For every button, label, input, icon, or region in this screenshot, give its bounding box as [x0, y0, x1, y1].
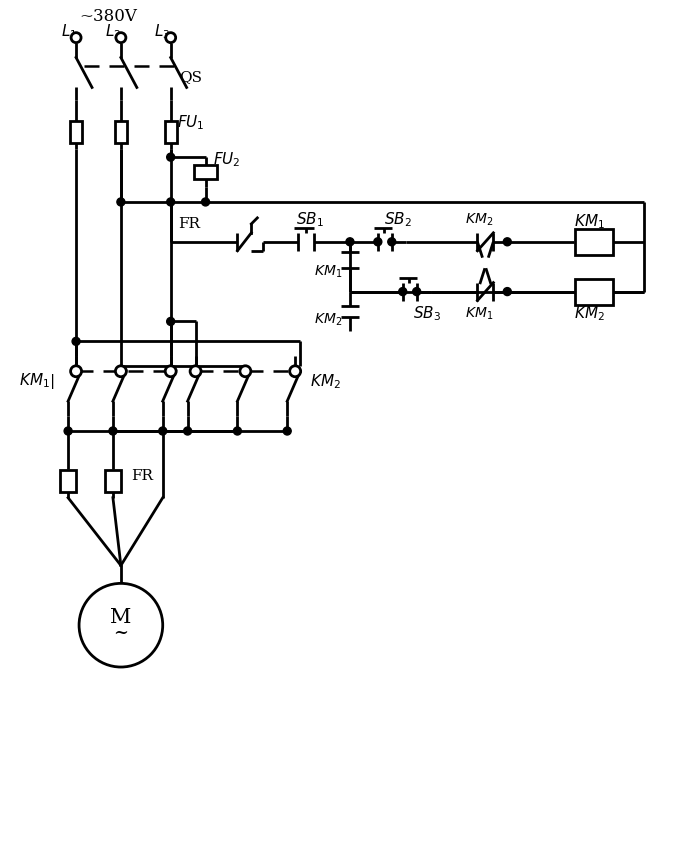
Text: ~380V: ~380V	[79, 8, 137, 25]
Text: $KM_2$: $KM_2$	[310, 372, 341, 391]
Circle shape	[346, 238, 354, 246]
Text: $L_3$: $L_3$	[154, 23, 170, 41]
Circle shape	[159, 427, 166, 435]
Text: $KM_1$|: $KM_1$|	[20, 372, 55, 391]
Circle shape	[166, 318, 175, 326]
Text: $FU_1$: $FU_1$	[177, 113, 204, 132]
Circle shape	[503, 238, 512, 246]
Text: $KM_1$: $KM_1$	[466, 306, 494, 321]
Circle shape	[190, 365, 201, 377]
Bar	[60, 470, 76, 492]
Text: FR: FR	[131, 469, 153, 483]
Bar	[70, 121, 82, 143]
Bar	[105, 470, 121, 492]
Circle shape	[412, 288, 421, 295]
Text: $KM_1$: $KM_1$	[314, 263, 342, 280]
Bar	[575, 279, 613, 305]
Circle shape	[202, 198, 210, 206]
Circle shape	[115, 365, 126, 377]
Text: $SB_1$: $SB_1$	[296, 210, 324, 229]
Bar	[575, 229, 613, 255]
Circle shape	[388, 238, 396, 246]
Circle shape	[165, 365, 176, 377]
Circle shape	[117, 198, 125, 206]
Circle shape	[166, 153, 175, 161]
Text: $SB_2$: $SB_2$	[384, 210, 412, 229]
Bar	[115, 121, 127, 143]
Bar	[164, 121, 177, 143]
Circle shape	[399, 288, 406, 295]
Circle shape	[166, 198, 175, 206]
Text: $KM_1$: $KM_1$	[574, 212, 605, 231]
Circle shape	[240, 365, 251, 377]
Circle shape	[71, 365, 82, 377]
Text: $KM_2$: $KM_2$	[466, 211, 494, 228]
Bar	[193, 165, 218, 179]
Circle shape	[283, 427, 291, 435]
Text: ~: ~	[113, 624, 128, 643]
Circle shape	[72, 338, 80, 346]
Text: $KM_2$: $KM_2$	[574, 304, 605, 323]
Text: $L_2$: $L_2$	[105, 23, 121, 41]
Circle shape	[183, 427, 191, 435]
Text: $FU_2$: $FU_2$	[212, 151, 240, 170]
Circle shape	[79, 584, 162, 667]
Circle shape	[503, 288, 512, 295]
Circle shape	[166, 33, 176, 42]
Circle shape	[71, 33, 81, 42]
Circle shape	[290, 365, 301, 377]
Circle shape	[109, 427, 117, 435]
Circle shape	[374, 238, 381, 246]
Text: M: M	[111, 608, 131, 627]
Text: $L_1$: $L_1$	[61, 23, 78, 41]
Text: FR: FR	[179, 216, 201, 231]
Circle shape	[233, 427, 241, 435]
Text: QS: QS	[179, 70, 202, 85]
Text: $KM_2$: $KM_2$	[314, 311, 342, 327]
Circle shape	[116, 33, 126, 42]
Circle shape	[64, 427, 72, 435]
Text: $SB_3$: $SB_3$	[412, 304, 441, 323]
